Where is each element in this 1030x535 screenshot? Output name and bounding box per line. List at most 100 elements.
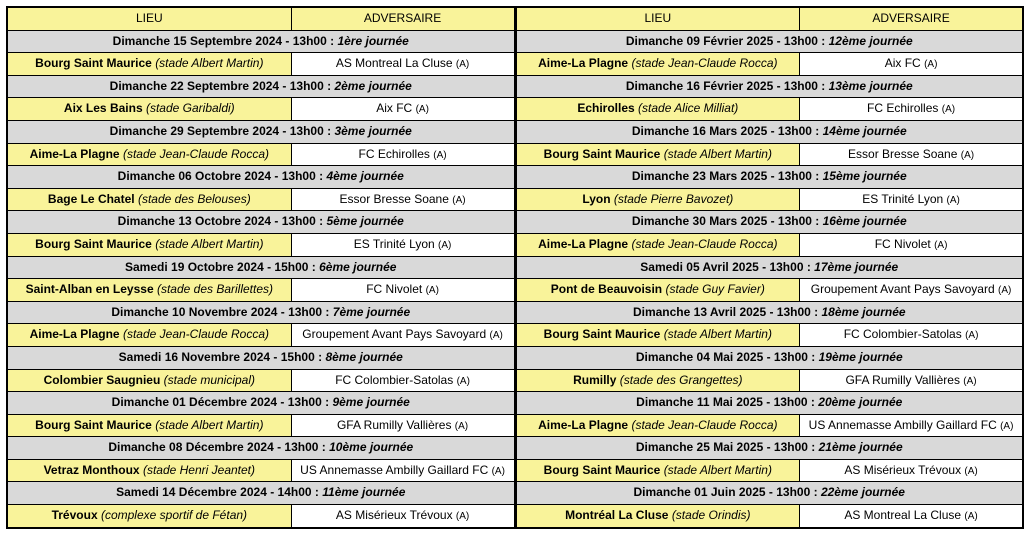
stade-name: (stade des Barillettes) bbox=[157, 282, 273, 296]
away-marker: (A) bbox=[964, 511, 977, 522]
away-marker: (A) bbox=[942, 104, 955, 115]
stade-name: (stade Henri Jeantet) bbox=[143, 463, 255, 477]
stade-name: (stade Albert Martin) bbox=[155, 418, 263, 432]
lieu-cell: Echirolles (stade Alice Milliat) bbox=[516, 98, 800, 121]
away-marker: (A) bbox=[455, 421, 468, 432]
date-row: Dimanche 23 Mars 2025 - 13h00 : 15ème jo… bbox=[516, 166, 1023, 189]
journee-text: 16ème journée bbox=[823, 214, 907, 228]
lieu-cell: Colombier Saugnieu (stade municipal) bbox=[8, 369, 292, 392]
match-row: Aix Les Bains (stade Garibaldi)Aix FC (A… bbox=[8, 98, 515, 121]
date-text: Dimanche 04 Mai 2025 - 13h00 : bbox=[636, 350, 815, 364]
adversaire-cell: AS Misérieux Trévoux (A) bbox=[800, 459, 1023, 482]
away-marker: (A) bbox=[433, 150, 446, 161]
adversaire-cell: GFA Rumilly Vallières (A) bbox=[291, 414, 514, 437]
adversaire-name: FC Colombier-Satolas bbox=[844, 327, 962, 341]
journee-text: 17ème journée bbox=[814, 260, 898, 274]
stade-name: (stade Guy Favier) bbox=[665, 282, 764, 296]
lieu-name: Pont de Beauvoisin bbox=[551, 282, 662, 296]
stade-name: (stade Albert Martin) bbox=[664, 327, 772, 341]
adversaire-name: Groupement Avant Pays Savoyard bbox=[811, 282, 995, 296]
date-row: Dimanche 06 Octobre 2024 - 13h00 : 4ème … bbox=[8, 166, 515, 189]
journee-text: 7ème journée bbox=[333, 305, 410, 319]
adversaire-name: FC Echirolles bbox=[867, 101, 938, 115]
journee-text: 12ème journée bbox=[829, 34, 913, 48]
lieu-name: Montréal La Cluse bbox=[565, 508, 668, 522]
journee-text: 19ème journée bbox=[819, 350, 903, 364]
adversaire-name: Essor Bresse Soane bbox=[848, 147, 957, 161]
adversaire-cell: FC Echirolles (A) bbox=[291, 143, 514, 166]
away-marker: (A) bbox=[492, 466, 505, 477]
header-lieu: LIEU bbox=[516, 8, 800, 31]
stade-name: (stade Albert Martin) bbox=[664, 147, 772, 161]
date-cell: Dimanche 29 Septembre 2024 - 13h00 : 3èm… bbox=[8, 120, 515, 143]
date-row: Samedi 05 Avril 2025 - 13h00 : 17ème jou… bbox=[516, 256, 1023, 279]
journee-text: 13ème journée bbox=[829, 79, 913, 93]
adversaire-cell: Groupement Avant Pays Savoyard (A) bbox=[291, 324, 514, 347]
away-marker: (A) bbox=[963, 376, 976, 387]
date-cell: Dimanche 16 Février 2025 - 13h00 : 13ème… bbox=[516, 75, 1023, 98]
left-half: LIEU ADVERSAIRE Dimanche 15 Septembre 20… bbox=[6, 6, 516, 529]
match-row: Colombier Saugnieu (stade municipal)FC C… bbox=[8, 369, 515, 392]
date-row: Dimanche 09 Février 2025 - 13h00 : 12ème… bbox=[516, 30, 1023, 53]
date-text: Dimanche 23 Mars 2025 - 13h00 : bbox=[632, 169, 819, 183]
lieu-name: Rumilly bbox=[573, 373, 616, 387]
lieu-name: Saint-Alban en Leysse bbox=[26, 282, 154, 296]
away-marker: (A) bbox=[426, 285, 439, 296]
lieu-name: Aime-La Plagne bbox=[30, 147, 120, 161]
date-text: Samedi 14 Décembre 2024 - 14h00 : bbox=[116, 485, 319, 499]
stade-name: (stade Jean-Claude Rocca) bbox=[123, 327, 269, 341]
stade-name: (stade Jean-Claude Rocca) bbox=[123, 147, 269, 161]
match-row: Rumilly (stade des Grangettes)GFA Rumill… bbox=[516, 369, 1023, 392]
lieu-cell: Aime-La Plagne (stade Jean-Claude Rocca) bbox=[516, 53, 800, 76]
journee-text: 11ème journée bbox=[322, 485, 405, 499]
date-cell: Dimanche 25 Mai 2025 - 13h00 : 21ème jou… bbox=[516, 437, 1023, 460]
date-row: Dimanche 22 Septembre 2024 - 13h00 : 2èm… bbox=[8, 75, 515, 98]
date-row: Dimanche 16 Février 2025 - 13h00 : 13ème… bbox=[516, 75, 1023, 98]
date-cell: Dimanche 10 Novembre 2024 - 13h00 : 7ème… bbox=[8, 301, 515, 324]
away-marker: (A) bbox=[934, 240, 947, 251]
adversaire-cell: FC Colombier-Satolas (A) bbox=[291, 369, 514, 392]
journee-text: 8ème journée bbox=[325, 350, 402, 364]
match-row: Bage Le Chatel (stade des Belouses)Essor… bbox=[8, 188, 515, 211]
journee-text: 6ème journée bbox=[319, 260, 396, 274]
date-row: Dimanche 13 Octobre 2024 - 13h00 : 5ème … bbox=[8, 211, 515, 234]
date-cell: Samedi 19 Octobre 2024 - 15h00 : 6ème jo… bbox=[8, 256, 515, 279]
lieu-cell: Bourg Saint Maurice (stade Albert Martin… bbox=[516, 143, 800, 166]
match-row: Bourg Saint Maurice (stade Albert Martin… bbox=[8, 233, 515, 256]
date-cell: Dimanche 23 Mars 2025 - 13h00 : 15ème jo… bbox=[516, 166, 1023, 189]
lieu-cell: Rumilly (stade des Grangettes) bbox=[516, 369, 800, 392]
date-cell: Dimanche 04 Mai 2025 - 13h00 : 19ème jou… bbox=[516, 346, 1023, 369]
lieu-cell: Aix Les Bains (stade Garibaldi) bbox=[8, 98, 292, 121]
date-text: Samedi 19 Octobre 2024 - 15h00 : bbox=[125, 260, 316, 274]
adversaire-cell: GFA Rumilly Vallières (A) bbox=[800, 369, 1023, 392]
date-text: Dimanche 16 Février 2025 - 13h00 : bbox=[626, 79, 825, 93]
header-adversaire: ADVERSAIRE bbox=[291, 8, 514, 31]
date-text: Dimanche 30 Mars 2025 - 13h00 : bbox=[632, 214, 819, 228]
away-marker: (A) bbox=[452, 195, 465, 206]
stade-name: (stade Garibaldi) bbox=[146, 101, 235, 115]
adversaire-name: FC Colombier-Satolas bbox=[335, 373, 453, 387]
journee-text: 3ème journée bbox=[334, 124, 411, 138]
date-cell: Dimanche 30 Mars 2025 - 13h00 : 16ème jo… bbox=[516, 211, 1023, 234]
lieu-cell: Aime-La Plagne (stade Jean-Claude Rocca) bbox=[516, 233, 800, 256]
match-row: Saint-Alban en Leysse (stade des Barille… bbox=[8, 279, 515, 302]
lieu-name: Echirolles bbox=[577, 101, 634, 115]
date-row: Dimanche 30 Mars 2025 - 13h00 : 16ème jo… bbox=[516, 211, 1023, 234]
match-row: Aime-La Plagne (stade Jean-Claude Rocca)… bbox=[8, 143, 515, 166]
adversaire-name: GFA Rumilly Vallières bbox=[845, 373, 959, 387]
away-marker: (A) bbox=[457, 376, 470, 387]
match-row: Lyon (stade Pierre Bavozet)ES Trinité Ly… bbox=[516, 188, 1023, 211]
adversaire-name: FC Echirolles bbox=[359, 147, 430, 161]
match-row: Bourg Saint Maurice (stade Albert Martin… bbox=[516, 143, 1023, 166]
lieu-cell: Bourg Saint Maurice (stade Albert Martin… bbox=[8, 233, 292, 256]
lieu-name: Bage Le Chatel bbox=[48, 192, 135, 206]
lieu-name: Bourg Saint Maurice bbox=[35, 56, 152, 70]
date-cell: Dimanche 01 Décembre 2024 - 13h00 : 9ème… bbox=[8, 392, 515, 415]
adversaire-cell: US Annemasse Ambilly Gaillard FC (A) bbox=[800, 414, 1023, 437]
date-text: Dimanche 15 Septembre 2024 - 13h00 : bbox=[113, 34, 334, 48]
date-cell: Dimanche 01 Juin 2025 - 13h00 : 22ème jo… bbox=[516, 482, 1023, 505]
journee-text: 14ème journée bbox=[823, 124, 907, 138]
adversaire-name: GFA Rumilly Vallières bbox=[337, 418, 451, 432]
adversaire-name: AS Montreal La Cluse bbox=[844, 508, 961, 522]
date-text: Dimanche 22 Septembre 2024 - 13h00 : bbox=[110, 79, 331, 93]
